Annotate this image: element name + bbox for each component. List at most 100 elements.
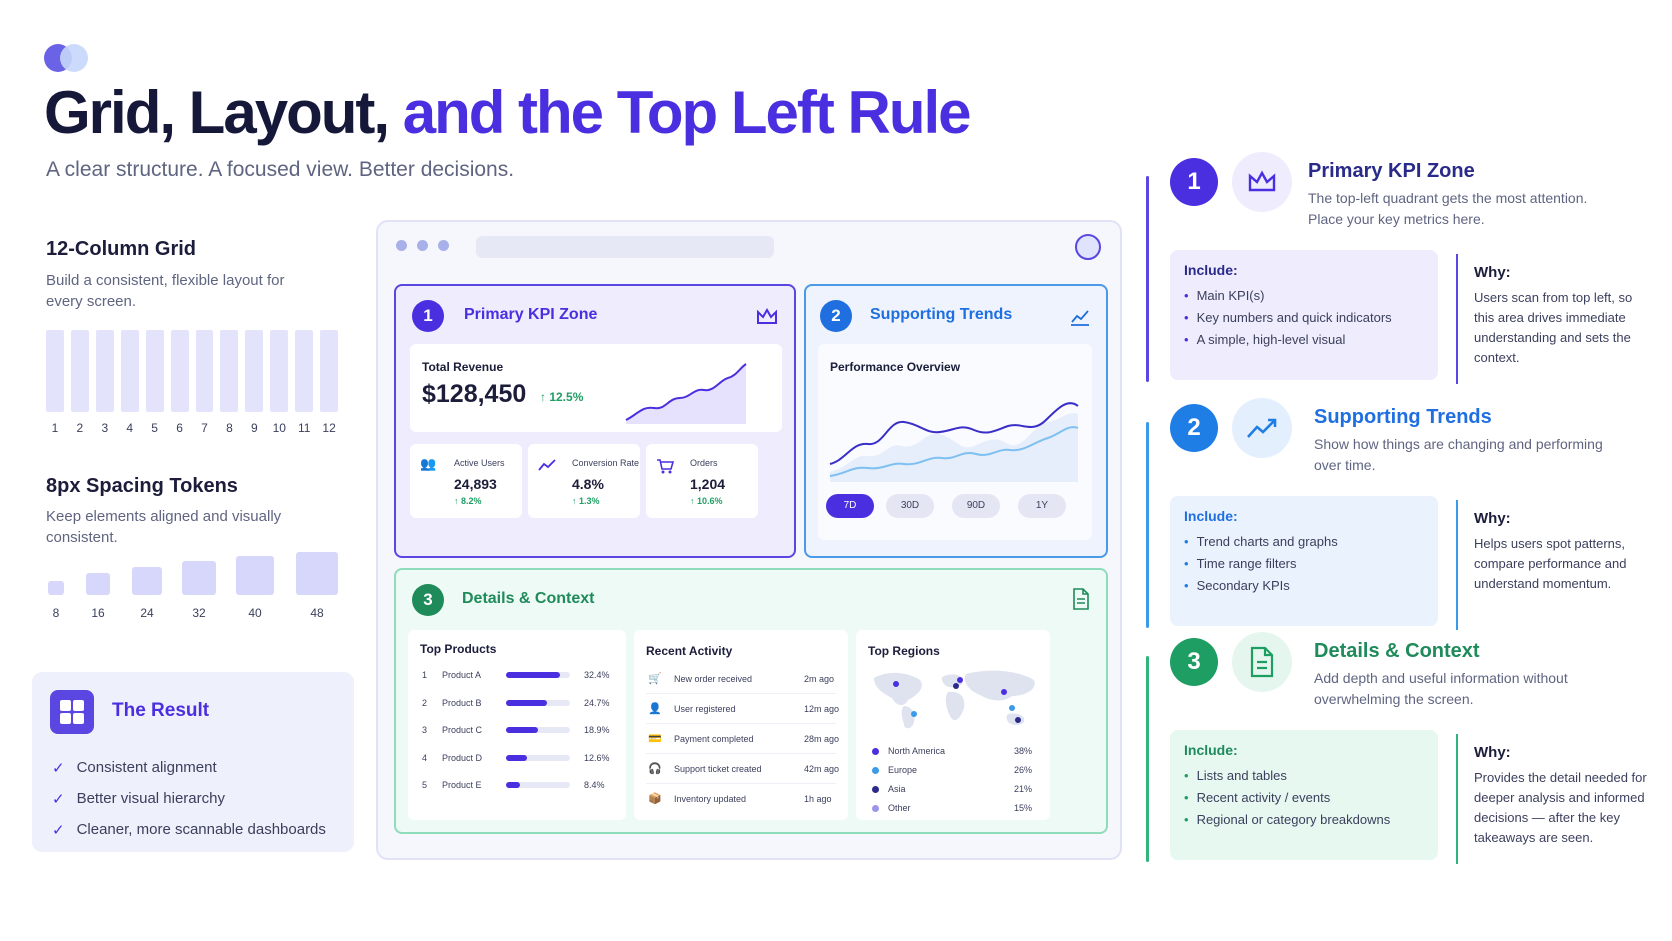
zone-number-badge: 1 xyxy=(1170,158,1218,206)
product-bar xyxy=(506,699,548,706)
headset-icon: 🎧 xyxy=(648,763,662,775)
revenue-sparkline xyxy=(625,363,747,424)
document-icon xyxy=(1250,646,1274,678)
top-regions-card: Top Regions North America 38% Europe 26% Asi… xyxy=(856,630,1050,820)
trends-panel-title: Supporting Trends xyxy=(870,306,1013,323)
mini-kpi-card: Orders 1,204 ↑ 10.6% xyxy=(646,444,758,518)
user-icon: 👤 xyxy=(648,703,662,715)
include-item: Secondary KPIs xyxy=(1184,578,1338,600)
range-1y-button[interactable]: 1Y xyxy=(1018,494,1066,518)
product-bar xyxy=(506,754,527,761)
zone-title: Details & Context xyxy=(1314,640,1480,662)
zone-icon xyxy=(1232,398,1292,458)
zone-icon xyxy=(1232,152,1292,212)
top-products-card: Top Products 1 Product A 32.4% 2 Product B 24… xyxy=(408,630,626,820)
check-icon: ✓ xyxy=(52,759,65,777)
crown-icon xyxy=(1248,170,1276,192)
result-item: ✓ Better visual hierarchy xyxy=(52,790,225,808)
include-item: Regional or category breakdowns xyxy=(1184,812,1391,834)
kpi-panel: 1 Primary KPI Zone Total Revenue $128,45… xyxy=(394,284,796,558)
include-item: Trend charts and graphs xyxy=(1184,534,1338,556)
product-bar xyxy=(506,782,520,788)
range-7d-button[interactable]: 7D xyxy=(826,494,874,518)
grid-icon xyxy=(50,690,94,734)
time-range-filter: 7D 30D 90D 1Y xyxy=(826,494,1086,518)
zone-description: The top-left quadrant gets the most atte… xyxy=(1308,190,1588,227)
user-avatar-icon[interactable] xyxy=(1075,234,1101,260)
mini-kpi-card: 👥 Active Users 24,893 ↑ 8.2% xyxy=(410,444,522,518)
zone-include-box: Include:Trend charts and graphsTime rang… xyxy=(1170,496,1438,626)
check-icon: ✓ xyxy=(52,821,65,839)
product-bar xyxy=(506,672,560,678)
mini-kpi-card: Conversion Rate 4.8% ↑ 1.3% xyxy=(528,444,640,518)
include-item: A simple, high-level visual xyxy=(1184,332,1392,354)
zone-accent-line xyxy=(1146,422,1149,628)
zone-why: Why: Helps users spot patterns, compare p… xyxy=(1456,500,1646,630)
include-item: Time range filters xyxy=(1184,556,1338,578)
window-dots xyxy=(396,240,449,251)
product-bar-track xyxy=(506,782,570,788)
cart-icon: 🛒 xyxy=(648,673,662,685)
result-card: The Result ✓ Consistent alignment ✓ Better… xyxy=(32,672,354,852)
zone-title: Supporting Trends xyxy=(1314,406,1492,428)
users-icon: 👥 xyxy=(420,456,437,471)
details-panel-title: Details & Context xyxy=(462,590,595,607)
include-item: Main KPI(s) xyxy=(1184,288,1392,310)
trends-panel: 2 Supporting Trends Performance Overview… xyxy=(804,284,1108,558)
performance-card: Performance Overview 7D 30D 90D 1Y xyxy=(818,344,1092,540)
grid-title: 12-Column Grid xyxy=(46,238,197,260)
product-bar-track xyxy=(506,754,570,761)
region-dot xyxy=(872,748,879,755)
zone-why: Why: Provides the detail needed for deepe… xyxy=(1456,734,1647,864)
world-map xyxy=(874,670,1035,729)
zone-number-badge: 2 xyxy=(1170,404,1218,452)
revenue-label: Total Revenue xyxy=(422,360,504,374)
trend-icon xyxy=(538,459,556,471)
include-item: Recent activity / events xyxy=(1184,790,1390,812)
dashboard-mockup: 1 Primary KPI Zone Total Revenue $128,45… xyxy=(376,220,1122,860)
zone-description: Show how things are changing and perform… xyxy=(1314,436,1603,473)
range-90d-button[interactable]: 90D xyxy=(952,494,1000,518)
zone-include-box: Include:Lists and tablesRecent activity … xyxy=(1170,730,1438,860)
performance-line-chart xyxy=(829,402,1079,482)
revenue-card: Total Revenue $128,450 ↑ 12.5% xyxy=(410,344,782,432)
range-30d-button[interactable]: 30D xyxy=(886,494,934,518)
details-panel: 3 Details & Context Top Products 1 Produc… xyxy=(394,568,1108,834)
region-dot xyxy=(872,805,879,812)
zone-accent-line xyxy=(1146,656,1149,862)
line-chart-icon xyxy=(1071,310,1089,326)
zone-title: Primary KPI Zone xyxy=(1308,160,1475,182)
zone-description: Add depth and useful information without… xyxy=(1314,670,1568,707)
zone-why: Why: Users scan from top left, so this ar… xyxy=(1456,254,1646,384)
region-dot xyxy=(872,786,879,793)
performance-label: Performance Overview xyxy=(830,360,961,374)
include-item: Key numbers and quick indicators xyxy=(1184,310,1392,332)
kpi-number-badge: 1 xyxy=(412,300,444,332)
trend-up-icon xyxy=(1247,418,1277,438)
box-icon: 📦 xyxy=(648,793,662,805)
spacing-desc: Keep elements aligned and visually consi… xyxy=(46,508,282,546)
include-item: Lists and tables xyxy=(1184,768,1390,790)
spacing-title: 8px Spacing Tokens xyxy=(46,475,238,497)
zone-accent-line xyxy=(1146,176,1149,382)
zone-include-box: Include:Main KPI(s)Key numbers and quick… xyxy=(1170,250,1438,380)
product-bar xyxy=(506,727,538,733)
grid-column-numbers: 1 2 3 4 5 6 7 8 9 10 11 12 xyxy=(51,421,336,435)
recent-activity-card: Recent Activity 🛒 New order received 2m ag… xyxy=(634,630,848,820)
revenue-value: $128,450 xyxy=(422,380,527,408)
cart-icon xyxy=(657,459,674,474)
grid-columns xyxy=(46,330,339,412)
grid-desc: Build a consistent, flexible layout for … xyxy=(46,272,285,310)
payment-icon: 💳 xyxy=(648,733,662,745)
document-icon xyxy=(1073,588,1089,610)
zone-number-badge: 3 xyxy=(1170,638,1218,686)
result-item: ✓ Consistent alignment xyxy=(52,759,217,777)
product-bar-track xyxy=(506,727,570,733)
region-dot xyxy=(872,767,879,774)
revenue-change: ↑ 12.5% xyxy=(540,390,584,404)
result-item: ✓ Cleaner, more scannable dashboards xyxy=(52,821,326,839)
kpi-panel-title: Primary KPI Zone xyxy=(464,306,598,323)
details-number-badge: 3 xyxy=(412,584,444,616)
page-title: Grid, Layout, and the Top Left Rule xyxy=(44,79,972,146)
logo xyxy=(44,44,90,72)
